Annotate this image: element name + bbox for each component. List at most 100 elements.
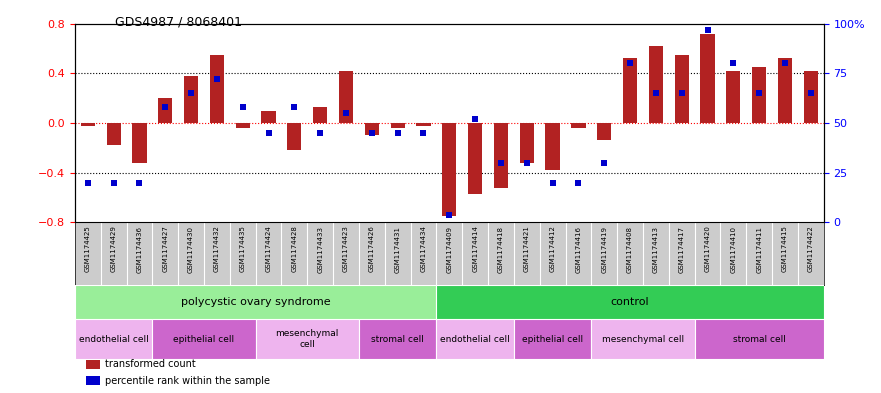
Text: transformed count: transformed count: [105, 359, 196, 369]
Text: GSM1174431: GSM1174431: [395, 226, 401, 273]
Text: GSM1174430: GSM1174430: [188, 226, 194, 273]
Bar: [648, 46, 663, 123]
Point: [339, 110, 353, 116]
Bar: [726, 71, 740, 123]
Text: GDS4987 / 8068401: GDS4987 / 8068401: [115, 16, 241, 29]
Point: [752, 90, 766, 96]
Point: [545, 180, 559, 186]
Point: [700, 26, 714, 33]
Point: [184, 90, 198, 96]
Text: GSM1174409: GSM1174409: [447, 226, 452, 273]
Bar: [81, 123, 95, 125]
Bar: [313, 107, 328, 123]
Point: [107, 180, 121, 186]
Text: GSM1174422: GSM1174422: [808, 226, 814, 272]
Text: GSM1174411: GSM1174411: [756, 226, 762, 273]
Point: [778, 60, 792, 66]
Text: percentile rank within the sample: percentile rank within the sample: [105, 376, 270, 386]
Point: [572, 180, 586, 186]
Text: stromal cell: stromal cell: [371, 334, 424, 343]
Bar: [442, 123, 456, 216]
Bar: [86, 360, 100, 369]
Bar: [365, 123, 379, 136]
Bar: [159, 98, 173, 123]
Text: GSM1174417: GSM1174417: [678, 226, 685, 273]
Text: epithelial cell: epithelial cell: [522, 334, 583, 343]
Text: GSM1174412: GSM1174412: [550, 226, 556, 272]
Text: GSM1174416: GSM1174416: [575, 226, 581, 273]
Text: GSM1174427: GSM1174427: [162, 226, 168, 272]
Text: GSM1174413: GSM1174413: [653, 226, 659, 273]
Point: [365, 130, 379, 136]
Text: GSM1174426: GSM1174426: [369, 226, 374, 272]
Point: [313, 130, 327, 136]
Text: mesenchymal cell: mesenchymal cell: [602, 334, 684, 343]
Text: GSM1174434: GSM1174434: [420, 226, 426, 272]
Text: GSM1174410: GSM1174410: [730, 226, 737, 273]
Text: mesenchymal
cell: mesenchymal cell: [276, 329, 339, 349]
Bar: [287, 123, 301, 151]
Point: [623, 60, 637, 66]
Bar: [255, 319, 359, 359]
Point: [236, 104, 250, 110]
Point: [132, 180, 146, 186]
Bar: [359, 319, 436, 359]
Bar: [571, 123, 586, 128]
Point: [287, 104, 301, 110]
Point: [803, 90, 818, 96]
Bar: [514, 319, 591, 359]
Point: [726, 60, 740, 66]
Point: [390, 130, 404, 136]
Text: epithelial cell: epithelial cell: [174, 334, 234, 343]
Point: [81, 180, 95, 186]
Text: GSM1174420: GSM1174420: [705, 226, 711, 272]
Point: [417, 130, 431, 136]
Bar: [235, 123, 250, 128]
Text: GSM1174423: GSM1174423: [343, 226, 349, 272]
Bar: [152, 319, 255, 359]
Text: stromal cell: stromal cell: [733, 334, 786, 343]
Point: [520, 160, 534, 166]
Bar: [417, 123, 431, 125]
Text: GSM1174421: GSM1174421: [524, 226, 529, 272]
Text: polycystic ovary syndrome: polycystic ovary syndrome: [181, 297, 330, 307]
Text: GSM1174428: GSM1174428: [292, 226, 298, 272]
Bar: [75, 319, 152, 359]
Bar: [75, 285, 436, 319]
Bar: [468, 123, 482, 194]
Bar: [390, 123, 404, 128]
Bar: [184, 76, 198, 123]
Bar: [262, 110, 276, 123]
Text: GSM1174429: GSM1174429: [111, 226, 116, 272]
Text: GSM1174432: GSM1174432: [214, 226, 220, 272]
Bar: [694, 319, 824, 359]
Point: [442, 211, 456, 218]
Text: endothelial cell: endothelial cell: [440, 334, 510, 343]
Point: [494, 160, 508, 166]
Text: GSM1174433: GSM1174433: [317, 226, 323, 273]
Point: [210, 76, 224, 83]
Bar: [86, 376, 100, 386]
Bar: [436, 319, 514, 359]
Bar: [107, 123, 121, 145]
Text: GSM1174419: GSM1174419: [601, 226, 607, 273]
Text: GSM1174435: GSM1174435: [240, 226, 246, 272]
Bar: [591, 319, 694, 359]
Text: endothelial cell: endothelial cell: [78, 334, 149, 343]
Text: GSM1174414: GSM1174414: [472, 226, 478, 272]
Bar: [778, 59, 792, 123]
Text: GSM1174436: GSM1174436: [137, 226, 143, 273]
Bar: [210, 55, 224, 123]
Bar: [623, 59, 637, 123]
Bar: [700, 33, 714, 123]
Text: GSM1174415: GSM1174415: [782, 226, 788, 272]
Bar: [752, 67, 766, 123]
Bar: [436, 285, 824, 319]
Bar: [675, 55, 689, 123]
Bar: [545, 123, 559, 170]
Point: [675, 90, 689, 96]
Text: GSM1174424: GSM1174424: [265, 226, 271, 272]
Bar: [132, 123, 146, 163]
Point: [597, 160, 611, 166]
Point: [159, 104, 173, 110]
